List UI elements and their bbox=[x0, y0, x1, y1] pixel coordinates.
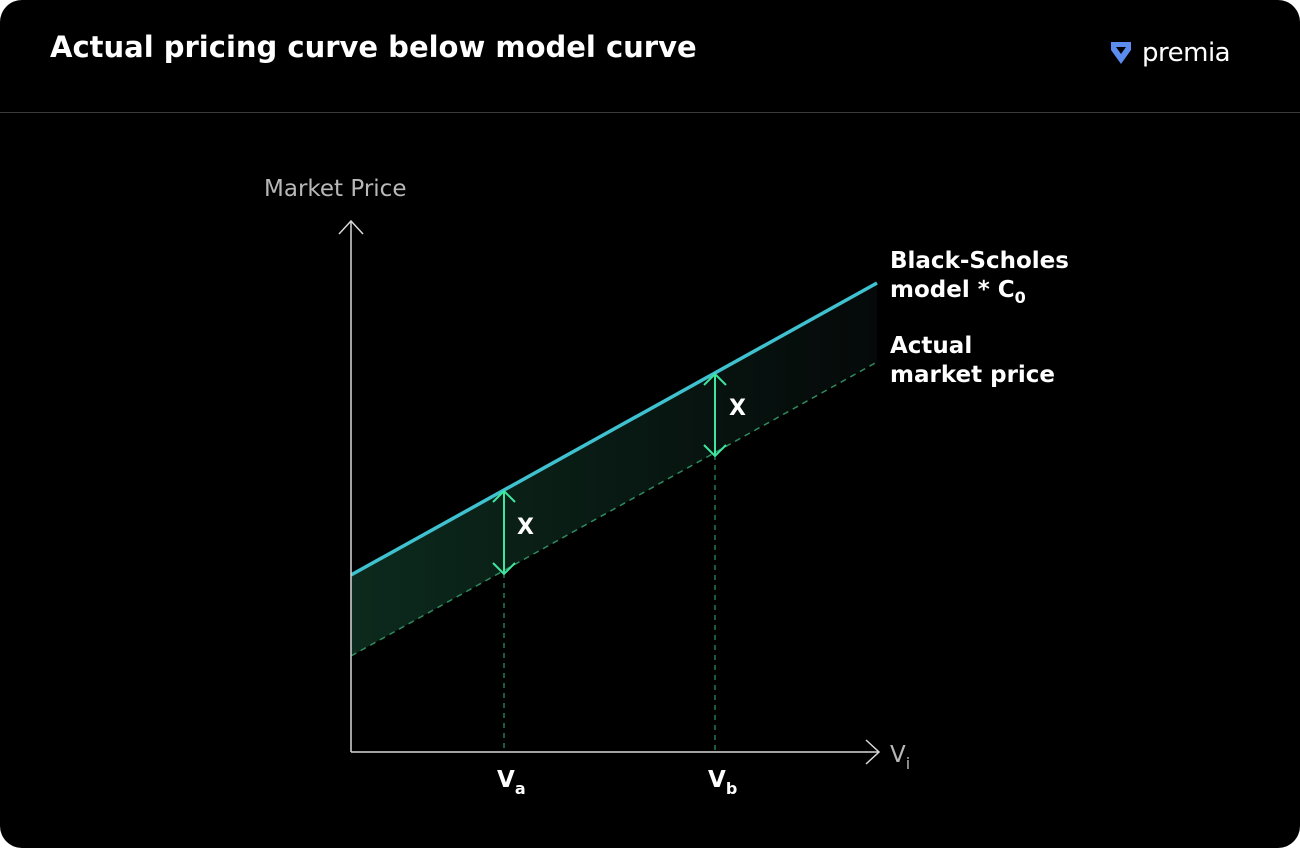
brand-logo: premia bbox=[1108, 36, 1231, 70]
model-curve-label-line1: Black-Scholes bbox=[890, 248, 1069, 274]
x-axis-label: Vi bbox=[890, 742, 910, 773]
gap-label-b: X bbox=[729, 396, 746, 421]
brand-name: premia bbox=[1142, 38, 1231, 68]
premia-logo-icon bbox=[1111, 42, 1131, 64]
model-curve bbox=[350, 281, 878, 577]
y-axis-arrow-icon bbox=[338, 219, 364, 235]
actual-curve-label-line2: market price bbox=[890, 362, 1055, 388]
tick-label-vb: Vb bbox=[708, 767, 737, 798]
gap-label-a: X bbox=[517, 515, 534, 540]
model-curve-label-line2: model * C0 bbox=[890, 277, 1026, 307]
gap-band bbox=[351, 283, 877, 656]
actual-curve-label-line1: Actual bbox=[890, 333, 972, 359]
actual-price-curve bbox=[350, 361, 878, 657]
x-axis-arrow-icon bbox=[865, 739, 881, 765]
tick-label-va: Va bbox=[497, 767, 526, 798]
gap-arrow-b bbox=[703, 372, 727, 458]
y-axis-label: Market Price bbox=[264, 176, 406, 202]
header: Actual pricing curve below model curve p… bbox=[0, 0, 1300, 113]
gap-arrow-a bbox=[492, 489, 516, 576]
page-title: Actual pricing curve below model curve bbox=[50, 30, 697, 64]
